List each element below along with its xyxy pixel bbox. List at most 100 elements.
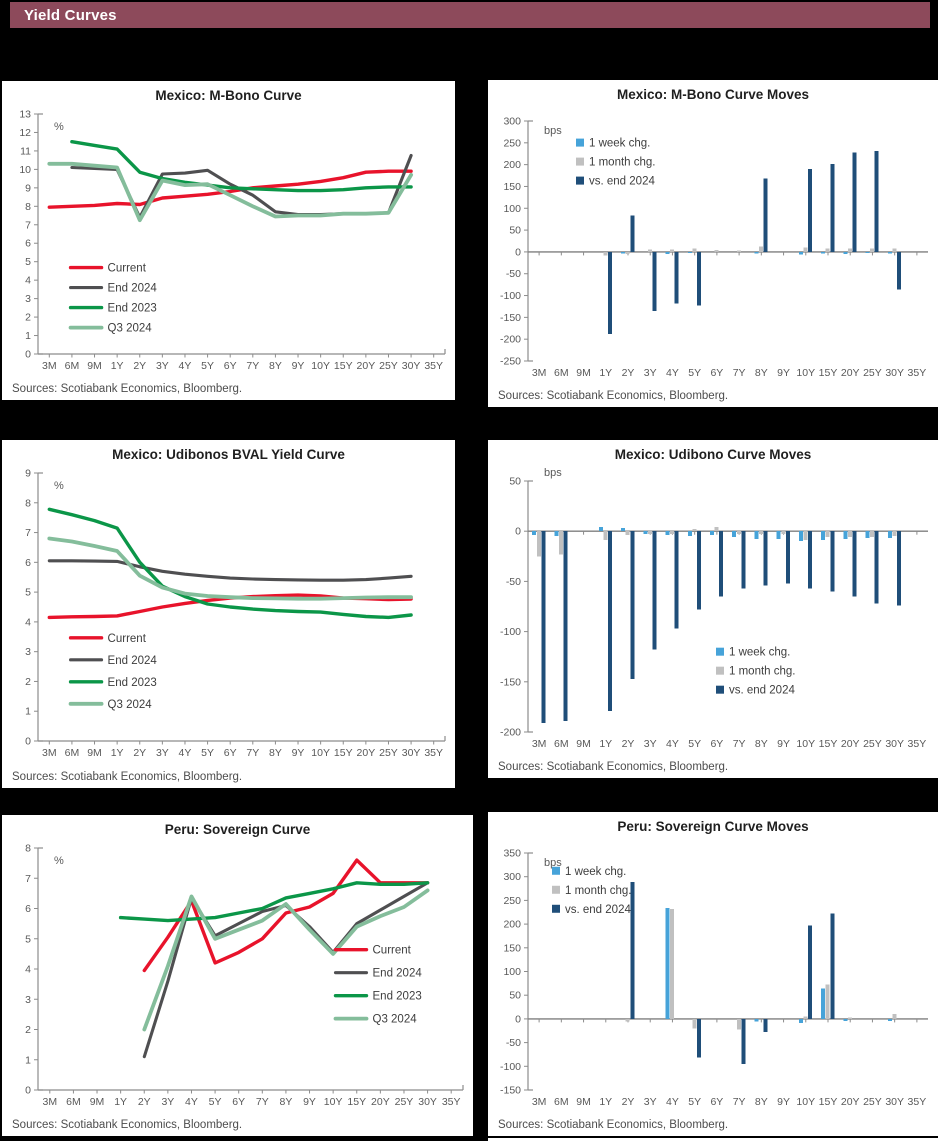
svg-text:35Y: 35Y <box>908 367 927 379</box>
svg-text:6M: 6M <box>554 738 569 750</box>
svg-text:30Y: 30Y <box>885 367 904 379</box>
svg-text:4Y: 4Y <box>666 367 679 379</box>
svg-text:5: 5 <box>25 933 31 945</box>
svg-text:3M: 3M <box>42 360 57 372</box>
svg-text:End 2024: End 2024 <box>108 655 158 667</box>
svg-text:7Y: 7Y <box>256 1096 269 1108</box>
svg-text:-100: -100 <box>500 1061 521 1073</box>
svg-text:8Y: 8Y <box>755 367 768 379</box>
svg-text:7Y: 7Y <box>246 360 259 372</box>
chart-card-udibono-curve-moves: Mexico: Udibono Curve Moves -200 -150 -100… <box>488 440 938 778</box>
svg-text:5Y: 5Y <box>201 747 214 759</box>
svg-text:-100: -100 <box>500 290 521 302</box>
svg-text:7Y: 7Y <box>246 747 259 759</box>
svg-text:-50: -50 <box>506 576 521 588</box>
svg-text:6Y: 6Y <box>710 367 723 379</box>
svg-text:8Y: 8Y <box>755 738 768 750</box>
sources-note: Sources: Scotiabank Economics, Bloomberg… <box>12 383 243 395</box>
svg-text:20Y: 20Y <box>841 1096 860 1108</box>
svg-text:2: 2 <box>25 1024 31 1036</box>
svg-text:10Y: 10Y <box>311 747 330 759</box>
svg-text:300: 300 <box>503 116 521 128</box>
svg-text:3: 3 <box>25 994 31 1006</box>
chart-card-mbono-curve-moves: Mexico: M-Bono Curve Moves -250 -200 -150-… <box>488 80 938 407</box>
svg-text:2Y: 2Y <box>138 1096 151 1108</box>
svg-text:Q3 2024: Q3 2024 <box>373 1014 418 1026</box>
svg-text:150: 150 <box>503 181 521 193</box>
svg-text:30Y: 30Y <box>418 1096 437 1108</box>
svg-text:End 2023: End 2023 <box>108 677 157 689</box>
svg-text:9M: 9M <box>90 1096 105 1108</box>
svg-text:-200: -200 <box>500 334 521 346</box>
svg-text:10Y: 10Y <box>796 367 815 379</box>
bottom-edge-strip <box>488 1138 938 1141</box>
sources-note: Sources: Scotiabank Economics, Bloomberg… <box>12 1119 243 1131</box>
svg-text:End 2023: End 2023 <box>373 991 422 1003</box>
svg-text:End 2024: End 2024 <box>108 283 158 295</box>
svg-text:5Y: 5Y <box>688 1096 701 1108</box>
svg-text:25Y: 25Y <box>863 367 882 379</box>
svg-text:-150: -150 <box>500 1085 521 1097</box>
svg-text:4Y: 4Y <box>666 1096 679 1108</box>
svg-text:4Y: 4Y <box>179 747 192 759</box>
svg-text:1 week chg.: 1 week chg. <box>729 647 790 659</box>
svg-text:bps: bps <box>544 467 562 479</box>
svg-text:9M: 9M <box>576 367 591 379</box>
svg-text:9Y: 9Y <box>303 1096 316 1108</box>
svg-text:50: 50 <box>509 476 521 488</box>
svg-text:250: 250 <box>503 138 521 150</box>
svg-text:2: 2 <box>25 676 31 688</box>
svg-text:6M: 6M <box>65 360 80 372</box>
svg-text:-150: -150 <box>500 676 521 688</box>
chart-title: Mexico: Udibonos BVAL Yield Curve <box>112 447 345 462</box>
svg-text:12: 12 <box>19 127 31 139</box>
svg-text:1Y: 1Y <box>111 747 124 759</box>
sources-note: Sources: Scotiabank Economics, Bloomberg… <box>498 390 729 402</box>
svg-text:35Y: 35Y <box>908 1096 927 1108</box>
svg-text:3Y: 3Y <box>644 367 657 379</box>
svg-text:8Y: 8Y <box>269 360 282 372</box>
svg-text:3Y: 3Y <box>156 747 169 759</box>
svg-text:10Y: 10Y <box>796 738 815 750</box>
svg-text:-150: -150 <box>500 312 521 324</box>
svg-text:0: 0 <box>25 349 31 361</box>
svg-text:3: 3 <box>25 293 31 305</box>
svg-text:1 week chg.: 1 week chg. <box>589 138 650 150</box>
svg-text:7Y: 7Y <box>733 738 746 750</box>
chart-card-peru-sovereign-curve: Peru: Sovereign Curve 0 1 2 3 4 5 6 7 8 3M 6M 9M 1Y 2… <box>2 815 473 1136</box>
svg-text:9Y: 9Y <box>777 738 790 750</box>
svg-text:8Y: 8Y <box>755 1096 768 1108</box>
mbono-curve-moves-plot: -250 -200 -150 -100 -50 0 50 100 150 200 250 300 3M 6… <box>500 116 928 379</box>
svg-text:10Y: 10Y <box>324 1096 343 1108</box>
svg-text:vs. end 2024: vs. end 2024 <box>565 904 631 916</box>
svg-text:3Y: 3Y <box>644 1096 657 1108</box>
sources-note: Sources: Scotiabank Economics, Bloomberg… <box>12 771 243 783</box>
peru-sovereign-curve-moves-plot: -150 -100 -50 0 50 100 150 200 250 300 350 3M 6M 9M 1Y… <box>500 848 928 1108</box>
svg-text:3M: 3M <box>43 1096 58 1108</box>
svg-text:9Y: 9Y <box>777 1096 790 1108</box>
svg-text:35Y: 35Y <box>424 360 443 372</box>
svg-text:8Y: 8Y <box>269 747 282 759</box>
udibono-curve-moves-plot: -200 -150 -100 -50 0 50 3M 6M 9M 1Y 2Y 3Y 4Y 5Y 6Y 7Y 8Y… <box>500 467 928 750</box>
svg-text:%: % <box>54 855 64 867</box>
svg-text:9M: 9M <box>87 360 102 372</box>
svg-text:5: 5 <box>25 587 31 599</box>
svg-text:6Y: 6Y <box>224 360 237 372</box>
svg-text:100: 100 <box>503 966 521 978</box>
chart-card-mbono-curve: Mexico: M-Bono Curve 0 1 2 3 4 5 6 7 8 9 10 11 12 13 3… <box>2 81 455 400</box>
svg-text:200: 200 <box>503 159 521 171</box>
svg-text:15Y: 15Y <box>819 367 838 379</box>
svg-text:-200: -200 <box>500 727 521 739</box>
chart-title: Peru: Sovereign Curve Moves <box>617 819 809 834</box>
svg-text:Current: Current <box>373 945 412 957</box>
svg-text:1Y: 1Y <box>114 1096 127 1108</box>
svg-text:4Y: 4Y <box>179 360 192 372</box>
svg-text:1: 1 <box>25 330 31 342</box>
svg-text:150: 150 <box>503 942 521 954</box>
svg-text:15Y: 15Y <box>334 360 353 372</box>
svg-text:25Y: 25Y <box>395 1096 414 1108</box>
svg-text:15Y: 15Y <box>347 1096 366 1108</box>
sources-note: Sources: Scotiabank Economics, Bloomberg… <box>498 1119 729 1131</box>
svg-text:15Y: 15Y <box>334 747 353 759</box>
